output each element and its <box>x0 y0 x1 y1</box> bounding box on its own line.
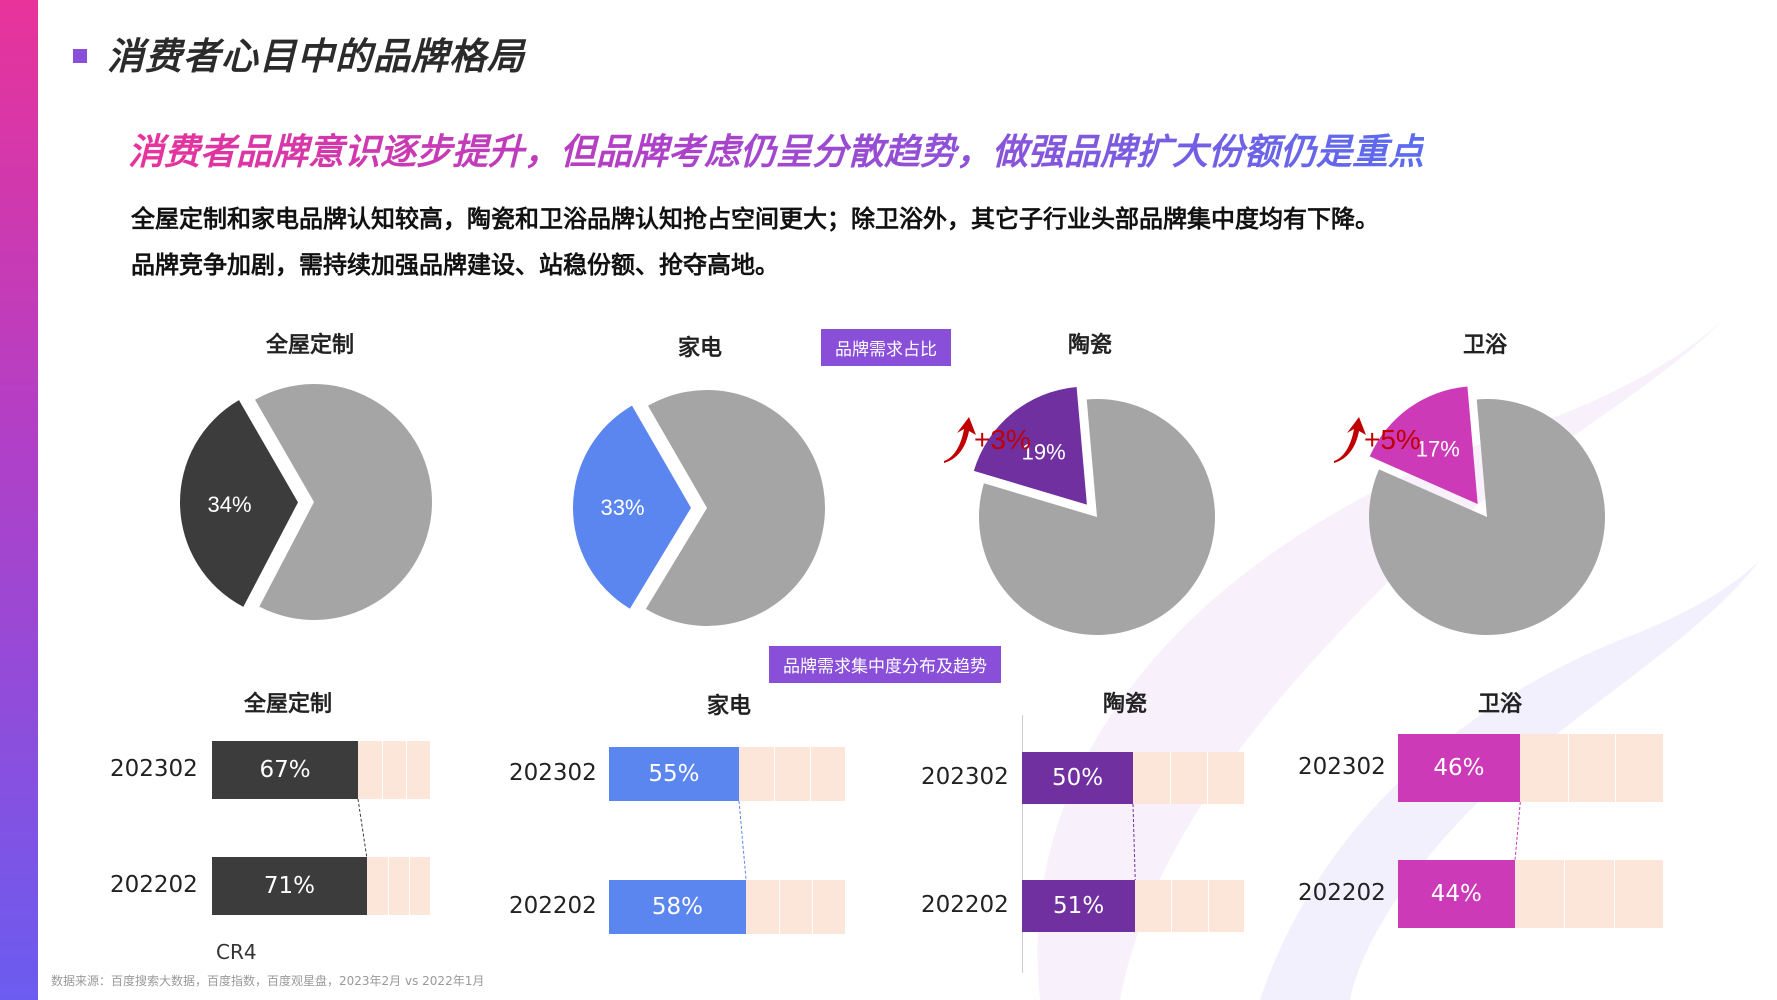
bar-title-全屋定制: 全屋定制 <box>243 692 333 717</box>
bar-title-陶瓷: 陶瓷 <box>1102 692 1148 717</box>
bar-家电-202202: 58% <box>609 880 746 934</box>
bar-divider <box>1613 860 1615 928</box>
bar-divider <box>809 747 811 801</box>
headline: 消费者品牌意识逐步提升，但品牌考虑仍呈分散趋势，做强品牌扩大份额仍是重点 <box>128 123 1424 175</box>
bar-divider <box>1171 880 1173 932</box>
pie-chart-卫浴: 17%+5% <box>1334 386 1605 635</box>
year-label-202202: 202202 <box>921 892 1009 918</box>
year-label-202202: 202202 <box>1298 880 1386 906</box>
bar-title-家电: 家电 <box>706 694 752 719</box>
pie-label-全屋定制: 34% <box>208 492 252 517</box>
bar-全屋定制-202202: 71% <box>212 857 367 915</box>
bar-家电-202302: 55% <box>609 747 739 801</box>
pie-chart-全屋定制: 34% <box>180 384 433 620</box>
body-line-2: 品牌竞争加剧，需持续加强品牌建设、站稳份额、抢夺高地。 <box>131 251 779 279</box>
body-line-1: 全屋定制和家电品牌认知较高，陶瓷和卫浴品牌认知抢占空间更大；除卫浴外，其它子行业… <box>131 205 1379 233</box>
connector-全屋定制 <box>357 799 368 857</box>
bar-divider <box>1564 860 1566 928</box>
bar-divider <box>778 880 780 934</box>
year-label-202202: 202202 <box>110 872 198 898</box>
pie-section-label: 品牌需求占比 <box>821 329 951 366</box>
pie-title-卫浴: 卫浴 <box>1462 333 1508 358</box>
year-label-202302: 202302 <box>110 756 198 782</box>
pie-change-陶瓷: +3% <box>974 424 1031 455</box>
bar-divider <box>1207 752 1208 804</box>
pie-label-卫浴: 17% <box>1416 436 1460 461</box>
year-label-202202: 202202 <box>509 893 597 919</box>
pie-label-家电: 33% <box>601 495 645 520</box>
connector-家电 <box>738 801 747 880</box>
up-arrow-icon <box>1334 417 1366 463</box>
up-arrow-icon <box>944 417 976 463</box>
bar-divider <box>811 880 813 934</box>
pie-slice-全屋定制 <box>180 400 299 607</box>
bar-全屋定制-202302: 67% <box>212 741 359 799</box>
year-label-202302: 202302 <box>921 764 1009 790</box>
side-accent-bar <box>0 0 38 1000</box>
bar-track-卫浴-202202: 44% <box>1398 860 1663 928</box>
bar-divider <box>408 857 410 915</box>
bar-divider <box>1170 752 1171 804</box>
pie-remainder-全屋定制 <box>255 384 433 620</box>
bar-track-陶瓷-202202: 51% <box>1022 880 1244 932</box>
title-marker <box>73 49 87 63</box>
pie-slice-家电 <box>573 405 692 609</box>
source-note: 数据来源：百度搜索大数据，百度指数，百度观星盘，2023年2月 vs 2022年… <box>51 974 485 988</box>
bar-陶瓷-202302: 50% <box>1022 752 1133 804</box>
bar-divider <box>387 857 389 915</box>
bar-track-陶瓷-202302: 50% <box>1022 752 1244 804</box>
bar-track-家电-202202: 58% <box>609 880 845 934</box>
connector-卫浴 <box>1514 802 1521 860</box>
pie-change-卫浴: +5% <box>1364 424 1421 455</box>
bar-divider <box>382 741 384 799</box>
bar-卫浴-202202: 44% <box>1398 860 1515 928</box>
bar-卫浴-202302: 46% <box>1398 734 1520 802</box>
bar-divider <box>774 747 776 801</box>
pie-slice-陶瓷 <box>973 387 1087 505</box>
bar-divider <box>1207 880 1209 932</box>
pie-title-家电: 家电 <box>677 336 723 361</box>
year-label-202302: 202302 <box>509 760 597 786</box>
pie-title-全屋定制: 全屋定制 <box>265 333 355 358</box>
bar-divider <box>406 741 408 799</box>
pie-chart-陶瓷: 19%+3% <box>944 387 1215 635</box>
pie-chart-家电: 33% <box>573 390 825 626</box>
bar-divider <box>1615 734 1617 802</box>
bar-track-家电-202302: 55% <box>609 747 845 801</box>
pie-remainder-家电 <box>645 390 825 626</box>
bar-track-全屋定制-202302: 67% <box>212 741 430 799</box>
pie-title-陶瓷: 陶瓷 <box>1067 333 1113 358</box>
pie-slice-卫浴 <box>1369 386 1478 504</box>
page-title: 消费者心目中的品牌格局 <box>107 35 525 78</box>
connector-陶瓷 <box>1132 804 1136 880</box>
cr4-label: CR4 <box>216 940 257 964</box>
bar-陶瓷-202202: 51% <box>1022 880 1136 932</box>
pie-label-陶瓷: 19% <box>1022 440 1066 465</box>
bar-track-卫浴-202302: 46% <box>1398 734 1663 802</box>
bar-track-全屋定制-202202: 71% <box>212 857 430 915</box>
bar-divider <box>1567 734 1569 802</box>
year-label-202302: 202302 <box>1298 754 1386 780</box>
pie-remainder-卫浴 <box>1369 399 1605 635</box>
bar-section-label: 品牌需求集中度分布及趋势 <box>769 646 1001 683</box>
bar-title-卫浴: 卫浴 <box>1477 692 1523 717</box>
divider-line <box>1022 715 1023 973</box>
pie-remainder-陶瓷 <box>979 399 1215 635</box>
